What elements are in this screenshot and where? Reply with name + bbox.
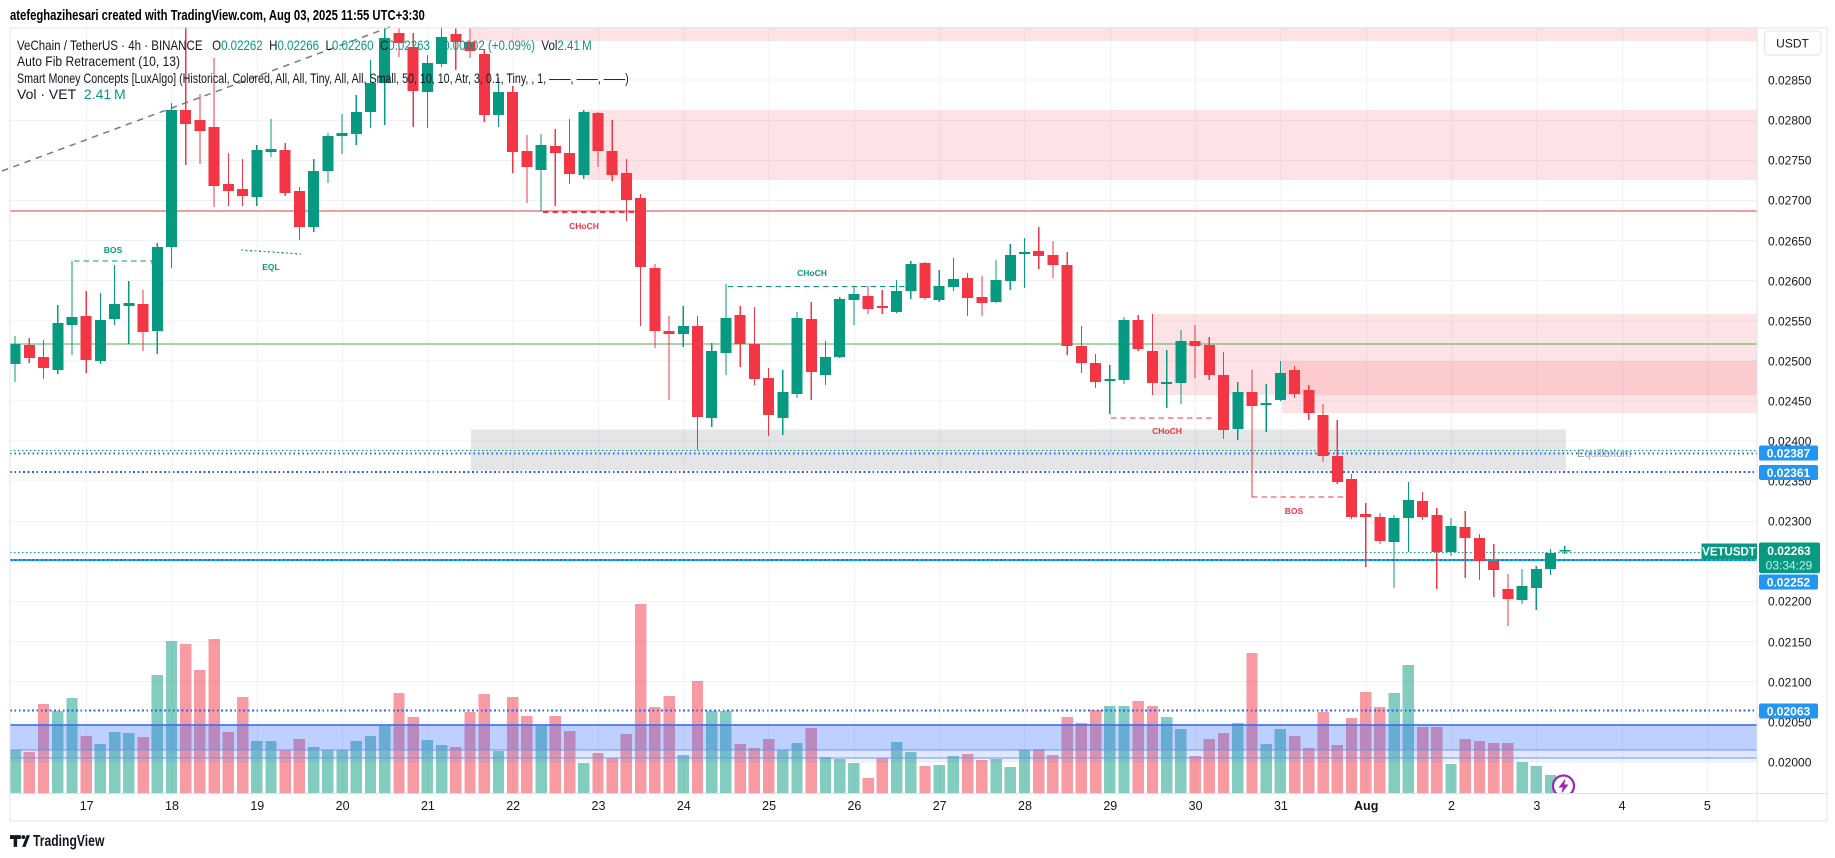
svg-text:4: 4 [1619,799,1626,813]
svg-text:0.02450: 0.02450 [1768,395,1812,409]
svg-text:30: 30 [1189,799,1203,813]
svg-text:0.02100: 0.02100 [1768,676,1812,690]
svg-text:0.02650: 0.02650 [1768,235,1812,249]
svg-text:20: 20 [336,799,350,813]
svg-text:0.02300: 0.02300 [1768,515,1812,529]
svg-text:22: 22 [506,799,520,813]
svg-text:21: 21 [421,799,435,813]
svg-text:0.02550: 0.02550 [1768,315,1812,329]
svg-text:3: 3 [1533,799,1540,813]
svg-text:Aug: Aug [1354,799,1378,813]
svg-text:17: 17 [80,799,94,813]
svg-text:0.02700: 0.02700 [1768,194,1812,208]
svg-text:EQL: EQL [262,262,279,272]
svg-text:0.02387: 0.02387 [1767,447,1811,461]
svg-text:5: 5 [1704,799,1711,813]
svg-text:0.02400: 0.02400 [1768,435,1812,449]
svg-text:31: 31 [1274,799,1288,813]
svg-text:0.02063: 0.02063 [1767,705,1811,719]
svg-text:23: 23 [592,799,606,813]
svg-text:0.02850: 0.02850 [1768,74,1812,88]
svg-text:0.02263: 0.02263 [1767,544,1811,558]
svg-text:CHoCH: CHoCH [1152,426,1182,436]
svg-text:0.02361: 0.02361 [1767,466,1811,480]
svg-text:29: 29 [1103,799,1117,813]
svg-text:26: 26 [847,799,861,813]
svg-text:CHoCH: CHoCH [797,268,827,278]
svg-text:VETUSDT: VETUSDT [1702,547,1756,559]
svg-text:0.02150: 0.02150 [1768,636,1812,650]
svg-text:0.02000: 0.02000 [1768,756,1812,770]
svg-text:25: 25 [762,799,776,813]
svg-text:0.02600: 0.02600 [1768,275,1812,289]
svg-text:28: 28 [1018,799,1032,813]
svg-text:0.02050: 0.02050 [1768,716,1812,730]
svg-text:2: 2 [1448,799,1455,813]
svg-text:0.02252: 0.02252 [1767,576,1811,590]
svg-text:27: 27 [933,799,947,813]
svg-text:USDT: USDT [1776,37,1809,51]
svg-text:0.02500: 0.02500 [1768,355,1812,369]
svg-text:19: 19 [250,799,264,813]
svg-text:0.02800: 0.02800 [1768,114,1812,128]
svg-text:0.02200: 0.02200 [1768,595,1812,609]
svg-text:24: 24 [677,799,691,813]
svg-text:03:34:29: 03:34:29 [1766,559,1813,573]
svg-text:BOS: BOS [104,245,123,255]
svg-text:BOS: BOS [1285,506,1304,516]
svg-text:0.02750: 0.02750 [1768,154,1812,168]
svg-text:18: 18 [165,799,179,813]
svg-text:CHoCH: CHoCH [569,221,599,231]
